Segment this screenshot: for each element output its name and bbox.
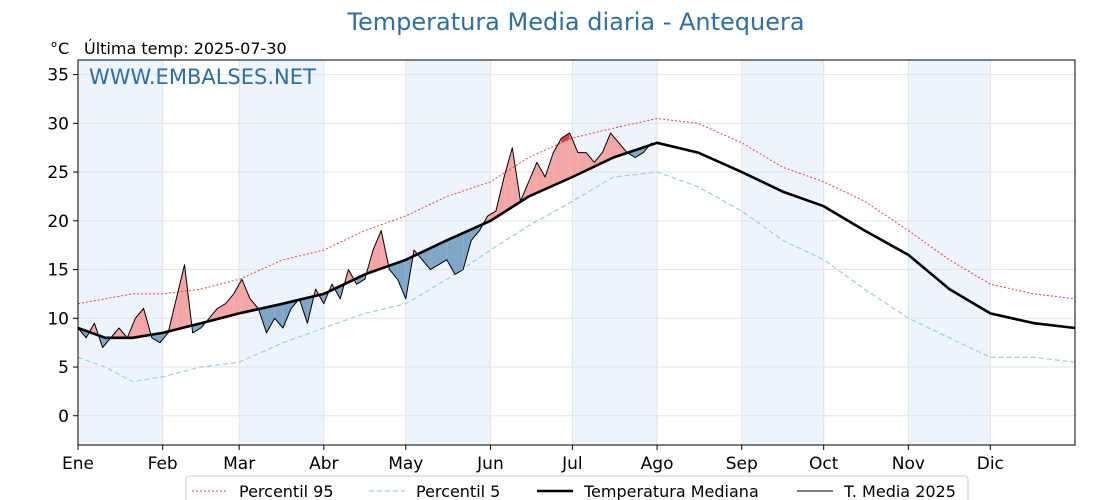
anomaly-fill — [176, 264, 185, 330]
x-tick-label-abr: Abr — [309, 454, 338, 474]
month-band-ene — [78, 60, 163, 445]
grid-lines — [77, 60, 1075, 445]
last-temp-label: Última temp: 2025-07-30 — [84, 39, 287, 58]
anomaly-fill — [561, 133, 570, 182]
x-tick-label-jul: Jul — [561, 454, 583, 474]
month-band-jul — [572, 60, 658, 445]
y-tick-label: 35 — [47, 66, 69, 86]
x-tick-label-ene: Ene — [62, 454, 94, 474]
x-tick-label-jun: Jun — [476, 454, 504, 474]
legend-box — [185, 475, 969, 500]
y-tick-label: 5 — [58, 358, 69, 378]
anomaly-fill — [536, 162, 546, 193]
legend-label: Temperatura Mediana — [583, 482, 759, 500]
anomaly-fill — [438, 240, 447, 265]
anomaly-fill — [569, 133, 578, 179]
anomaly-fill — [225, 293, 234, 317]
month-band-mar — [239, 60, 324, 445]
legend-label: Percentil 5 — [416, 482, 500, 500]
anomaly-fill — [151, 333, 160, 343]
series-line-current — [77, 132, 652, 348]
y-tick-label: 25 — [47, 163, 69, 183]
x-tick-label-sep: Sep — [726, 454, 758, 474]
anomaly-fill — [282, 301, 292, 329]
anomaly-fill — [389, 262, 398, 280]
x-tick-label-may: May — [388, 454, 423, 474]
anomaly-fill — [135, 308, 144, 338]
legend-label: Percentil 95 — [239, 482, 334, 500]
y-unit-label: °C — [50, 39, 69, 58]
series-line-median — [77, 141, 1076, 340]
extreme-fill — [561, 133, 570, 143]
anomaly-fill — [487, 211, 496, 223]
plot-frame — [77, 59, 1076, 446]
anomaly-fill — [397, 259, 406, 299]
anomaly-fills — [78, 133, 652, 348]
anomaly-fill — [602, 133, 611, 163]
anomaly-fill — [430, 244, 439, 270]
x-tick-label-feb: Feb — [148, 454, 178, 474]
watermark: WWW.EMBALSES.NET — [89, 65, 316, 89]
x-axis: Ene Feb Mar Abr May Jun Jul Ago Sep Oct Nov Dic — [62, 445, 1004, 474]
anomaly-fill — [373, 230, 382, 272]
chart-title: Temperatura Media diaria - Antequera — [347, 8, 805, 36]
y-tick-label: 0 — [58, 407, 69, 427]
anomaly-fill — [528, 162, 537, 197]
x-tick-label-nov: Nov — [892, 454, 925, 474]
anomaly-fill — [454, 233, 464, 275]
anomaly-fill — [504, 147, 513, 213]
y-tick-label: 15 — [47, 261, 69, 281]
y-tick-label: 10 — [47, 309, 69, 329]
anomaly-fill — [586, 152, 595, 171]
y-tick-label: 20 — [47, 212, 69, 232]
anomaly-fill — [241, 279, 251, 313]
x-tick-label-oct: Oct — [809, 454, 839, 474]
series-lines — [77, 118, 1076, 383]
anomaly-fill — [610, 133, 619, 159]
month-bands — [78, 60, 991, 445]
anomaly-fill — [463, 229, 472, 270]
series-line-p5 — [77, 171, 1076, 383]
anomaly-fill — [577, 152, 587, 175]
month-band-sep — [741, 60, 824, 445]
anomaly-fill — [274, 303, 283, 329]
legend: Percentil 95 Percentil 5 Temperatura Media… — [185, 475, 969, 500]
anomaly-fill — [422, 248, 431, 270]
x-tick-label-dic: Dic — [977, 454, 1004, 474]
y-tick-label: 30 — [47, 114, 69, 134]
anomaly-fill — [266, 305, 275, 333]
anomaly-fill — [356, 274, 365, 285]
legend-label: T. Media 2025 — [843, 482, 956, 500]
month-band-nov — [908, 60, 991, 445]
x-tick-label-ago: Ago — [641, 454, 674, 474]
y-axis: 0 5 10 15 20 25 30 35 — [47, 66, 78, 427]
anomaly-fill — [446, 236, 455, 275]
anomaly-fill — [233, 279, 242, 315]
x-tick-label-mar: Mar — [223, 454, 255, 474]
anomaly-fill — [545, 152, 554, 190]
